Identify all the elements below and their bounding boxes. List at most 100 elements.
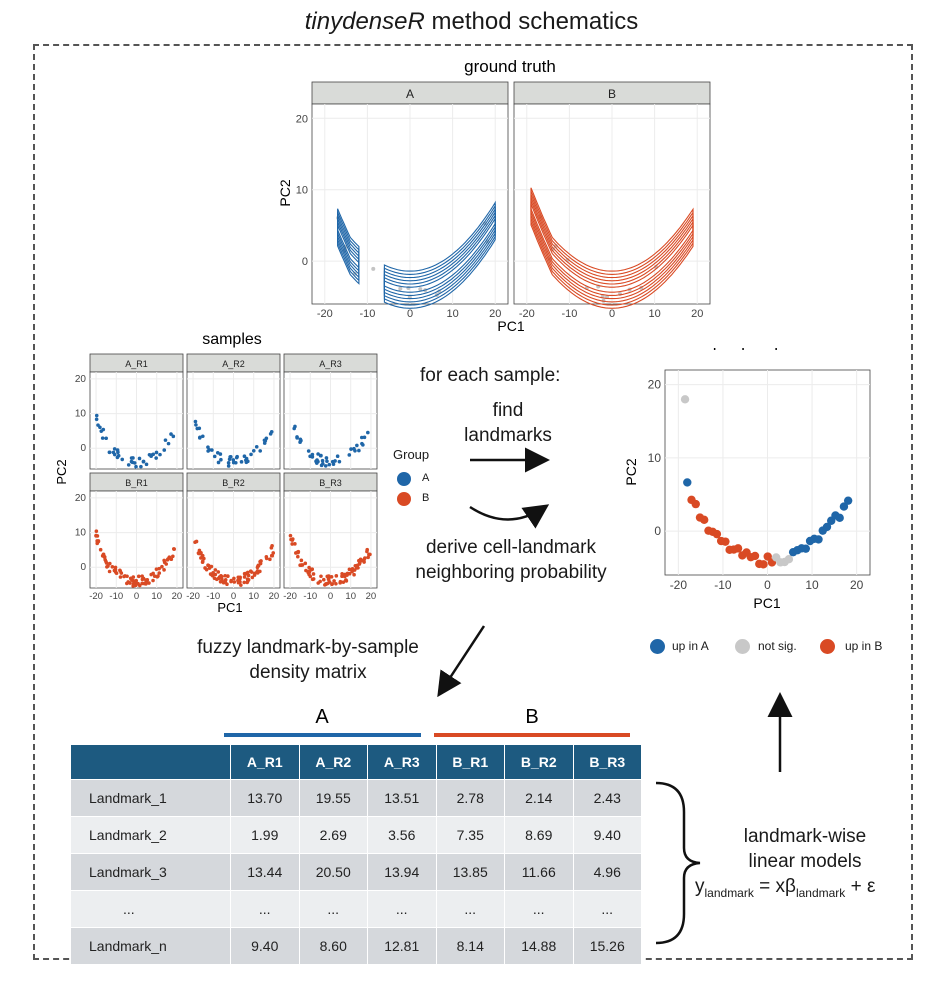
landmark-point: [839, 502, 849, 511]
data-point: [120, 457, 125, 462]
density-matrix-table: A_R1 A_R2 A_R3 B_R1 B_R2 B_R3 Landmark_1…: [70, 744, 642, 965]
data-point: [208, 572, 213, 576]
x-tick-label: 10: [151, 591, 162, 602]
density-contour: [530, 190, 694, 306]
facet-label: B_R3: [319, 478, 342, 488]
table-cell: ...: [230, 890, 300, 928]
x-tick-label: 20: [489, 308, 501, 320]
data-point: [154, 456, 158, 460]
data-point: [199, 551, 203, 555]
table-row: Landmark_1 13.70 19.55 13.51 2.78 2.14 2…: [70, 779, 642, 817]
data-point: [347, 571, 352, 576]
table-cell: ...: [504, 890, 574, 928]
data-point: [238, 576, 242, 581]
curly-brace: [655, 781, 701, 945]
data-point: [112, 447, 117, 451]
data-point: [232, 576, 236, 581]
column-header: A_R2: [298, 744, 368, 780]
data-point: [137, 456, 142, 461]
group-b-swatch: [397, 492, 411, 506]
data-point: [219, 457, 223, 462]
landmark-point: [750, 551, 760, 561]
data-point: [223, 573, 227, 578]
data-point: [193, 419, 198, 424]
group-b-legend-label: B: [422, 492, 430, 504]
data-point: [116, 453, 121, 458]
data-point: [365, 547, 370, 552]
data-point: [115, 448, 120, 452]
data-point: [140, 577, 145, 582]
data-point: [255, 565, 260, 570]
density-contour: [337, 221, 360, 272]
facet-label: B_R2: [222, 478, 245, 488]
up-in-a-label: up in A: [672, 639, 709, 653]
y-tick-label: 20: [296, 113, 308, 125]
x-tick-label: -10: [206, 591, 220, 602]
landmark-point: [733, 544, 743, 553]
x-tick-label: 10: [345, 591, 356, 602]
data-point: [268, 557, 272, 562]
data-point: [355, 443, 359, 448]
data-point: [151, 578, 155, 583]
table-cell: 13.51: [367, 779, 437, 817]
group-a-legend-label: A: [422, 472, 430, 484]
data-point: [263, 438, 268, 443]
data-point: [253, 571, 257, 576]
data-point: [311, 572, 316, 576]
x-tick-label: 0: [609, 308, 615, 320]
x-tick-label: -10: [303, 591, 317, 602]
x-tick-label: 20: [366, 591, 377, 602]
density-contour: [383, 203, 496, 306]
x-tick-label: -10: [714, 578, 732, 592]
density-contour: [530, 197, 694, 300]
data-point: [140, 574, 144, 578]
data-point: [214, 577, 219, 582]
table-cell: 8.14: [435, 927, 505, 965]
data-point: [95, 534, 100, 538]
table-cell: 13.44: [230, 853, 300, 891]
data-point: [303, 561, 308, 566]
table-cell: ...: [435, 890, 505, 928]
data-point: [371, 266, 376, 271]
column-header: B_R1: [435, 744, 505, 780]
y-tick-label: 0: [654, 524, 661, 538]
landmark-point: [680, 395, 690, 404]
data-point: [259, 559, 263, 563]
corner-header: [70, 744, 231, 780]
table-cell: 2.69: [298, 816, 368, 854]
data-point: [289, 537, 293, 542]
density-contour: [530, 200, 694, 296]
facet-label: A_R2: [222, 359, 245, 369]
data-point: [231, 458, 236, 462]
data-point: [169, 432, 173, 436]
data-point: [242, 580, 247, 585]
data-point: [125, 574, 129, 579]
data-point: [320, 458, 325, 463]
data-point: [198, 435, 202, 440]
to-matrix-arrow: [437, 625, 486, 698]
facet-label: B: [608, 87, 616, 101]
x-tick-label: 0: [407, 308, 413, 320]
landmark-point: [700, 515, 709, 525]
data-point: [160, 564, 164, 569]
x-tick-label: 0: [231, 591, 236, 602]
x-axis-label: PC1: [753, 595, 780, 611]
data-point: [112, 452, 117, 457]
table-row: Landmark_n 9.40 8.60 12.81 8.14 14.88 15…: [70, 927, 642, 965]
data-point: [226, 461, 231, 465]
up-in-a-swatch: [650, 639, 665, 654]
data-point: [245, 580, 249, 585]
data-point: [368, 552, 372, 557]
table-row: ... ... ... ... ... ... ...: [70, 890, 642, 928]
data-point: [220, 577, 224, 582]
data-point: [306, 449, 311, 453]
data-point: [145, 577, 150, 582]
y-tick-label: 10: [648, 451, 662, 465]
data-point: [219, 574, 224, 579]
data-point: [158, 452, 162, 457]
data-point: [350, 568, 355, 572]
data-point: [330, 459, 335, 464]
data-point: [235, 454, 239, 459]
data-point: [112, 568, 117, 573]
data-point: [193, 540, 197, 545]
